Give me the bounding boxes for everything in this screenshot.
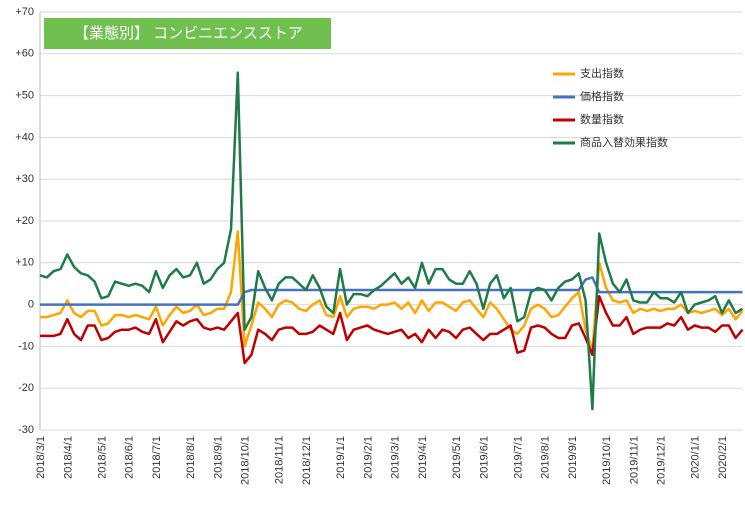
y-tick-label: 0 bbox=[28, 299, 34, 311]
title-box bbox=[44, 18, 331, 49]
y-tick-label: +20 bbox=[15, 215, 34, 227]
x-tick-label: 2019/12/1 bbox=[656, 436, 668, 485]
x-tick-label: 2019/1/1 bbox=[335, 436, 347, 479]
x-tick-label: 2020/1/1 bbox=[690, 436, 702, 479]
legend-label: 商品入替効果指数 bbox=[580, 135, 668, 149]
chart-title: 【業態別】 コンビニエンスストア bbox=[74, 25, 303, 42]
x-tick-label: 2018/9/1 bbox=[212, 436, 224, 479]
x-tick-label: 2019/8/1 bbox=[540, 436, 552, 479]
x-tick-label: 2019/7/1 bbox=[512, 436, 524, 479]
x-tick-label: 2019/5/1 bbox=[451, 436, 463, 479]
series-line bbox=[40, 230, 744, 352]
y-tick-label: -30 bbox=[18, 424, 34, 436]
x-tick-label: 2019/9/1 bbox=[567, 436, 579, 479]
x-tick-label: 2018/11/1 bbox=[274, 436, 286, 484]
x-tick-label: 2018/12/1 bbox=[301, 436, 313, 485]
y-tick-label: -10 bbox=[18, 340, 34, 352]
series-line bbox=[39, 71, 744, 411]
x-tick-label: 2018/8/1 bbox=[185, 436, 197, 479]
x-tick-label: 2018/10/1 bbox=[240, 436, 252, 485]
legend-label: 支出指数 bbox=[580, 66, 624, 80]
x-tick-label: 2018/5/1 bbox=[96, 436, 108, 479]
y-tick-label: +70 bbox=[15, 6, 34, 18]
x-tick-label: 2019/10/1 bbox=[601, 436, 613, 485]
y-tick-label: +10 bbox=[15, 257, 34, 269]
x-tick-label: 2020/2/1 bbox=[717, 436, 729, 479]
x-tick-label: 2019/6/1 bbox=[478, 436, 490, 479]
x-tick-label: 2019/3/1 bbox=[390, 436, 402, 479]
x-tick-label: 2018/6/1 bbox=[124, 436, 136, 479]
y-tick-label: +50 bbox=[15, 90, 34, 102]
y-tick-label: +30 bbox=[15, 173, 34, 185]
y-tick-label: -20 bbox=[18, 382, 34, 394]
y-tick-label: +40 bbox=[15, 131, 34, 143]
y-tick-label: +60 bbox=[15, 48, 34, 60]
x-tick-label: 2019/11/1 bbox=[628, 436, 640, 484]
series-line bbox=[40, 294, 744, 365]
legend-label: 価格指数 bbox=[580, 89, 624, 103]
legend-label: 数量指数 bbox=[580, 112, 624, 126]
x-tick-label: 2018/4/1 bbox=[62, 436, 74, 479]
series-line bbox=[40, 276, 743, 306]
x-tick-label: 2018/7/1 bbox=[151, 436, 163, 479]
x-tick-label: 2019/2/1 bbox=[362, 436, 374, 479]
x-tick-label: 2019/4/1 bbox=[417, 436, 429, 479]
x-tick-label: 2018/3/1 bbox=[35, 436, 47, 479]
